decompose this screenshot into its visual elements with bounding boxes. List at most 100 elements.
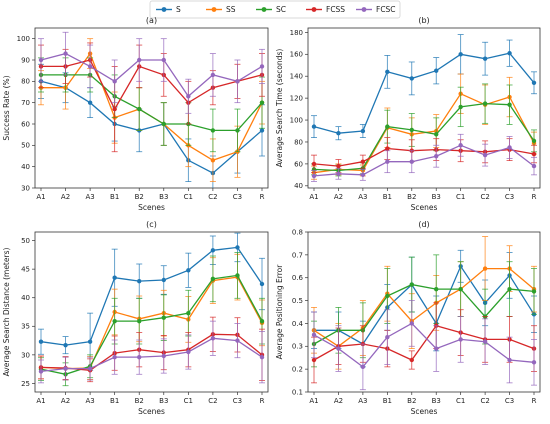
data-point-ss (210, 158, 216, 163)
data-point-sc (507, 286, 512, 292)
data-point-s (311, 124, 317, 129)
x-tick-label: C2 (208, 193, 217, 201)
data-point-fcsc (385, 334, 390, 340)
data-point-fcsc (161, 57, 166, 63)
legend-marker-fcsc (361, 7, 367, 12)
data-point-sc (434, 132, 439, 137)
data-point-fcsc (458, 337, 463, 342)
data-point-fcsc (531, 360, 537, 365)
y-tick-label: 25 (21, 380, 30, 388)
data-point-fcsc (482, 339, 488, 344)
data-point-fcsc (161, 353, 166, 359)
data-point-s (137, 278, 142, 284)
y-tick-label: 40 (21, 294, 30, 302)
data-point-fcsc (409, 321, 414, 326)
plot-area (38, 31, 265, 188)
panel-title: (d) (418, 220, 429, 229)
x-tick-label: A1 (36, 193, 45, 201)
x-tick-label: B2 (135, 193, 144, 201)
series-ss (38, 253, 265, 381)
data-point-fcsc (137, 57, 142, 63)
series-s (311, 249, 537, 368)
y-axis-label: Average Search Time (seconds) (275, 49, 284, 168)
data-point-fcss (311, 357, 317, 363)
x-tick-label: R (532, 193, 537, 201)
data-point-fcsc (434, 154, 439, 159)
data-point-sc (210, 276, 216, 282)
data-point-sc (210, 128, 216, 133)
data-point-s (161, 277, 166, 283)
data-point-sc (235, 273, 240, 278)
series-fcss (311, 137, 537, 174)
y-tick-label: 45 (21, 266, 30, 274)
legend-label-ss: SS (226, 5, 236, 14)
plot-area (311, 34, 537, 182)
series-line-sc (313, 283, 535, 345)
data-point-s (38, 339, 44, 344)
x-axis-label: Scenes (138, 203, 165, 212)
x-tick-label: B3 (159, 397, 168, 405)
x-tick-label: A3 (85, 397, 94, 405)
series-sc (38, 252, 265, 387)
data-point-s (434, 68, 439, 73)
series-line-fcsc (40, 337, 263, 373)
panel-d: (d) 0.1 0.2 0.3 0.4 0.5 0.6 0.7 0.8 A1 A2 A3 B1 B2 B3 C… (275, 220, 541, 416)
data-point-s (259, 281, 265, 287)
data-point-s (360, 128, 366, 134)
data-point-s (507, 51, 512, 56)
y-axis-label: Average Positioning Error (275, 264, 284, 360)
x-tick-label: C1 (456, 397, 465, 405)
series-sc (311, 254, 537, 368)
data-point-s (259, 128, 265, 133)
series-line-fcsc (40, 52, 263, 98)
data-point-fcsc (38, 57, 44, 63)
y-tick-label: 80 (21, 78, 30, 86)
data-point-fcsc (38, 369, 44, 374)
data-point-fcss (409, 357, 414, 363)
y-tick-label: 0.6 (292, 274, 304, 282)
panel-title: (a) (146, 16, 157, 25)
y-tick-label: 40 (294, 182, 303, 190)
legend-item-fcsc: FCSC (356, 5, 396, 14)
x-tick-label: C2 (480, 193, 489, 201)
data-point-fcsc (482, 152, 488, 158)
panel-c: (c) 25 30 35 40 45 50 A1 A2 A3 B1 B2 B3 C1 C2 C3 R Scenes… (2, 220, 269, 416)
series-sc (38, 57, 265, 153)
series-sc (311, 83, 537, 177)
y-tick-label: 0.8 (292, 228, 303, 236)
series-line-s (40, 246, 263, 346)
data-point-ss (482, 266, 488, 271)
data-point-sc (259, 100, 265, 105)
data-point-fcsc (112, 354, 117, 360)
data-point-sc (458, 286, 463, 292)
series-fcss (38, 42, 265, 153)
x-tick-label: C2 (480, 397, 489, 405)
x-tick-label: A1 (309, 397, 318, 405)
x-tick-label: B2 (407, 397, 416, 405)
y-tick-label: 30 (21, 351, 30, 359)
panel-b: (b) 40 60 80 100 120 140 160 180 A1 A2 A3 B1 B2 B3 C1 C2… (275, 16, 541, 212)
data-point-fcsc (87, 366, 93, 371)
y-tick-label: 160 (290, 51, 303, 59)
series-fcsc (311, 133, 537, 182)
panel-a: (a) 30 40 50 60 70 80 90 100 A1 A2 A3 B1 B2 B3 C1 C2 C3 R S… (2, 16, 269, 212)
x-tick-label: C1 (184, 193, 193, 201)
x-tick-label: C3 (505, 193, 514, 201)
x-tick-label: B1 (110, 193, 119, 201)
x-tick-label: C1 (456, 193, 465, 201)
x-tick-label: B2 (407, 193, 416, 201)
y-tick-label: 180 (290, 29, 303, 37)
data-point-fcss (112, 106, 117, 112)
legend-label-fcsc: FCSC (376, 5, 396, 14)
y-tick-label: 80 (294, 138, 303, 146)
data-point-s (210, 248, 216, 253)
x-tick-label: B3 (432, 397, 441, 405)
data-point-fcsc (336, 346, 341, 351)
legend-label-fcss: FCSS (326, 5, 345, 14)
y-axis-label: Average Search Distance (meters) (2, 248, 11, 377)
data-point-sc (458, 104, 463, 110)
x-tick-label: B3 (159, 193, 168, 201)
series-s (311, 34, 537, 141)
y-tick-label: 60 (21, 120, 30, 128)
data-point-s (482, 56, 488, 61)
